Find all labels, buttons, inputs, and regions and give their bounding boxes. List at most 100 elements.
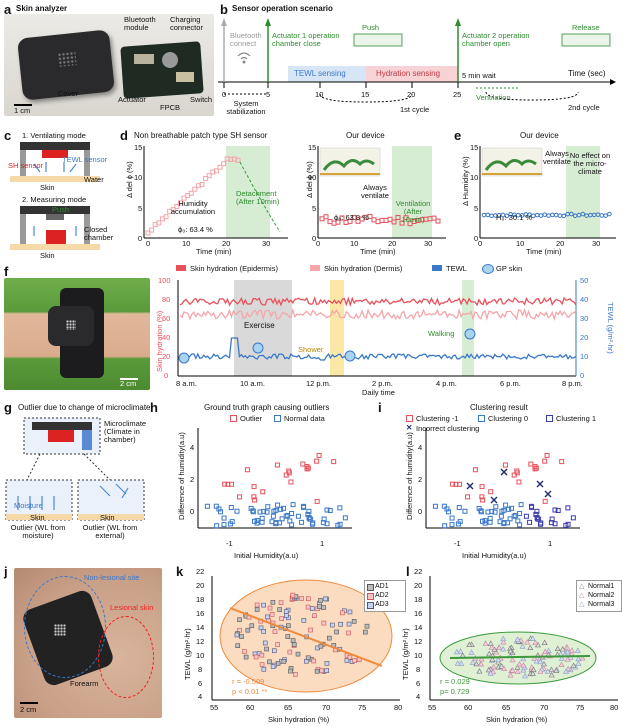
f-x-4pm: 4 p.m. [436, 379, 457, 388]
l-pts-marker [487, 670, 494, 676]
i-pts-normal [529, 504, 535, 510]
l-yt-18: 18 [414, 595, 423, 604]
d2-ytick-5: 5 [312, 204, 317, 213]
l-pts-marker [489, 656, 496, 662]
i-pts-outlier [533, 465, 539, 471]
k-pts-marker [275, 642, 280, 647]
chart-d2 [317, 146, 446, 239]
actuator2-label: Actuator 2 operation chamber open [462, 31, 530, 48]
l-pts-marker [514, 664, 521, 670]
d1-xtick-10: 10 [182, 239, 191, 248]
e-xtick-10: 10 [516, 239, 525, 248]
i-pts-outlier [465, 494, 471, 500]
panel-h-letter: h [150, 400, 158, 415]
f-legend-dermis: Skin hydration (Dermis) [324, 264, 403, 273]
k-xt-65: 65 [284, 703, 293, 712]
h-pts-normal [290, 502, 296, 508]
k-pts-marker [344, 658, 350, 663]
k-pts-marker [293, 671, 298, 677]
i-pts-normal [509, 505, 515, 511]
d1-marker [149, 227, 155, 233]
f-ylabel-right: TEWL (g/m²·hr) [606, 302, 615, 354]
e-xlabel: Time (min) [526, 247, 562, 256]
d2-marker [367, 213, 373, 219]
k-pts-marker [245, 627, 251, 633]
k-pts-marker [254, 607, 260, 612]
i-xtick-m1: -1 [454, 539, 461, 548]
g-label-outlier1: Outlier (WL from moisture) [10, 523, 66, 540]
l-pts-marker [519, 643, 526, 649]
h-pts-normal [254, 518, 260, 524]
f-x-12pm: 12 p.m. [306, 379, 332, 388]
l-pts-marker [529, 670, 536, 676]
i-legend-incorrect: Incorrect clustering [416, 424, 480, 433]
e-marker [534, 212, 540, 218]
h-xtick-m1: -1 [226, 539, 233, 548]
d1-marker [188, 190, 194, 196]
i-pts-normal [503, 502, 509, 508]
l-yt-16: 16 [414, 609, 423, 618]
k-pts-marker [262, 640, 268, 646]
l-pts-marker [520, 667, 527, 673]
skin-analyzer-photo [4, 14, 214, 116]
h-pts-outlier [225, 481, 231, 487]
k-pts-marker [317, 604, 322, 609]
h-pts-normal [289, 522, 295, 528]
i-pts-normal [462, 508, 468, 514]
e-ann-h0: H₀: 30.1 % [496, 213, 533, 222]
k-pts-marker [312, 613, 317, 618]
e-marker [607, 211, 612, 217]
d1-ann-phi: ϕ₀: 63.4 % [178, 225, 213, 234]
i-pts-normal [441, 503, 447, 509]
h-pts-normal [305, 511, 311, 517]
d2-marker [375, 219, 381, 225]
l-pts-marker [559, 646, 566, 652]
k-pts-marker [254, 602, 260, 608]
i-pts-normal [493, 504, 499, 510]
i-pts-outlier [511, 472, 517, 478]
d1-marker [177, 200, 183, 206]
e-ann-always: Always ventilate [543, 149, 571, 166]
i-pts-outlier [542, 458, 548, 464]
f-line-dermis [179, 307, 577, 322]
i-pts-normal [507, 516, 513, 522]
k-yt-12: 12 [196, 637, 205, 646]
k-pts-marker [324, 668, 329, 673]
k-pts-marker [310, 606, 315, 611]
l-pts-marker [498, 663, 505, 669]
d1-marker [170, 207, 176, 213]
i-pts-outlier [472, 467, 478, 473]
h-pts-outlier [237, 494, 243, 500]
d2-marker [383, 217, 389, 223]
k-pts-marker [308, 627, 313, 633]
k-pts-marker [326, 635, 332, 641]
h-pts-normal [269, 519, 275, 525]
l-legend-n1: Normal1 [588, 583, 615, 590]
i-pts-normal [444, 506, 450, 512]
e-marker [580, 211, 586, 217]
l-pts-marker [562, 668, 569, 674]
k-pts-marker [323, 596, 328, 602]
i-legend-cm1: Clustering -1 [416, 414, 459, 423]
l-pts-marker [469, 659, 476, 665]
label-fpcb: FPCB [160, 103, 181, 112]
g-label-skin1: Skin [30, 513, 45, 522]
chart-f [177, 280, 577, 377]
d1-ann-humidity: Humidity accumulation [170, 199, 216, 216]
h-legend-normal: Normal data [284, 414, 325, 423]
l-pts-marker [487, 640, 494, 646]
k-pts-marker [279, 616, 285, 621]
k-pts-marker [264, 646, 269, 652]
h-pts-normal [301, 504, 307, 510]
h-ytick-2: 2 [190, 475, 195, 484]
i-pts-normal [570, 515, 576, 521]
l-pts-marker [558, 655, 565, 661]
i-pts-normal [432, 503, 438, 509]
k-xt-80: 80 [394, 703, 403, 712]
h-pts-outlier [331, 459, 337, 465]
e-marker [527, 212, 532, 217]
water-label: Water [84, 175, 104, 184]
i-xlabel: Initial Humidity(a.u) [462, 551, 527, 560]
push-label: Push [362, 23, 380, 32]
h-legend-outlier: Outlier [240, 414, 263, 423]
